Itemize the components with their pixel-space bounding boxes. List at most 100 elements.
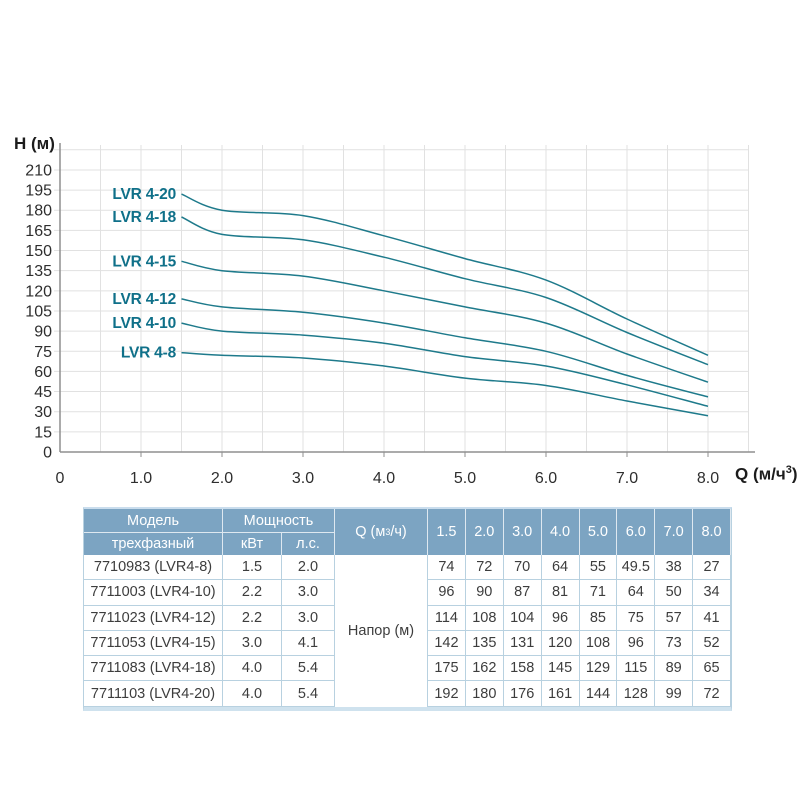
model-cell: 7711053 (LVR4-15) [84, 630, 223, 657]
hp-cell: 3.0 [282, 605, 335, 631]
head-value-cell: 96 [617, 630, 656, 657]
curve-label-lvr-4-15: LVR 4-15 [112, 253, 176, 270]
head-value-cell: 65 [693, 656, 731, 682]
head-value-cell: 180 [465, 681, 504, 707]
head-value-cell: 128 [617, 681, 656, 707]
head-value-cell: 96 [541, 605, 580, 631]
head-value-cell: 176 [503, 681, 542, 707]
y-tick-label: 90 [34, 324, 52, 341]
col-header-power: Мощность [223, 509, 335, 533]
col-header-kw: кВт [223, 533, 282, 555]
head-value-cell: 52 [693, 630, 731, 657]
y-tick-label: 210 [25, 162, 52, 179]
curve-lvr-4-20 [181, 193, 709, 356]
head-value-cell: 72 [465, 555, 504, 581]
hp-cell: 2.0 [282, 555, 335, 581]
y-tick-label: 195 [25, 183, 52, 200]
x-tick-label: 5.0 [454, 470, 476, 487]
y-tick-label: 0 [43, 445, 52, 462]
col-header-flow: 8.0 [693, 509, 731, 555]
y-tick-label: 75 [34, 344, 52, 361]
head-value-cell: 114 [428, 605, 466, 631]
head-value-cell: 72 [693, 681, 731, 707]
col-header-flow: 3.0 [503, 509, 542, 555]
col-header-q: Q (м 3/ч) [335, 509, 428, 555]
col-header-hp: л.с. [282, 533, 335, 555]
head-value-cell: 115 [617, 656, 656, 682]
y-tick-label: 30 [34, 404, 52, 421]
col-header-model: Модель [84, 509, 223, 533]
head-value-cell: 129 [579, 656, 618, 682]
curve-lvr-4-10 [181, 322, 709, 408]
spec-table: Модель Мощность Q (м 3/ч) трехфазный кВт … [83, 507, 732, 711]
curve-lvr-4-15 [181, 260, 709, 383]
head-value-cell: 90 [465, 580, 504, 606]
hp-cell: 3.0 [282, 580, 335, 606]
col-header-phase: трехфазный [84, 533, 223, 555]
curve-label-lvr-4-12: LVR 4-12 [112, 291, 176, 308]
y-axis-title: H (м) [14, 134, 55, 153]
head-value-cell: 49.5 [617, 555, 656, 581]
head-value-cell: 144 [579, 681, 618, 707]
col-header-flow: 2.0 [465, 509, 504, 555]
head-value-cell: 120 [541, 630, 580, 657]
y-tick-label: 60 [34, 364, 52, 381]
y-tick-label: 165 [25, 223, 52, 240]
head-value-cell: 175 [428, 656, 466, 682]
curve-label-lvr-4-10: LVR 4-10 [112, 315, 176, 332]
head-value-cell: 161 [541, 681, 580, 707]
head-value-cell: 99 [655, 681, 694, 707]
head-value-cell: 27 [693, 555, 731, 581]
head-value-cell: 135 [465, 630, 504, 657]
y-tick-label: 180 [25, 203, 52, 220]
head-value-cell: 89 [655, 656, 694, 682]
head-value-cell: 108 [465, 605, 504, 631]
col-header-flow: 1.5 [428, 509, 466, 555]
kw-cell: 2.2 [223, 605, 282, 631]
head-value-cell: 96 [428, 580, 466, 606]
x-tick-label: 6.0 [535, 470, 557, 487]
x-tick-label: 1.0 [130, 470, 152, 487]
head-value-cell: 64 [617, 580, 656, 606]
y-tick-label: 45 [34, 384, 52, 401]
col-header-flow: 5.0 [579, 509, 618, 555]
head-value-cell: 50 [655, 580, 694, 606]
head-value-cell: 131 [503, 630, 542, 657]
head-value-cell: 162 [465, 656, 504, 682]
kw-cell: 1.5 [223, 555, 282, 581]
napor-cell: Напор (м) [335, 555, 428, 707]
x-tick-label: 2.0 [211, 470, 233, 487]
head-value-cell: 192 [428, 681, 466, 707]
y-tick-label: 135 [25, 263, 52, 280]
x-tick-label: 4.0 [373, 470, 395, 487]
curve-lvr-4-12 [181, 298, 709, 398]
y-tick-label: 105 [25, 303, 52, 320]
head-value-cell: 71 [579, 580, 618, 606]
curve-lvr-4-8 [181, 351, 709, 417]
kw-cell: 3.0 [223, 630, 282, 657]
head-value-cell: 70 [503, 555, 542, 581]
model-cell: 7711003 (LVR4-10) [84, 580, 223, 606]
head-value-cell: 34 [693, 580, 731, 606]
curve-label-lvr-4-20: LVR 4-20 [112, 186, 176, 203]
x-tick-label: 3.0 [292, 470, 314, 487]
chart-area: 0 1.0 2.0 3.0 4.0 5.0 6.0 7.0 8.0 0 15 30 45 60 75 90 10… [14, 134, 798, 487]
kw-cell: 4.0 [223, 681, 282, 707]
head-value-cell: 104 [503, 605, 542, 631]
y-tick-label: 150 [25, 243, 52, 260]
y-tick-label: 120 [25, 283, 52, 300]
curve-label-lvr-4-18: LVR 4-18 [112, 209, 176, 226]
head-value-cell: 74 [428, 555, 466, 581]
hp-cell: 5.4 [282, 656, 335, 682]
x-tick-label: 7.0 [616, 470, 638, 487]
head-value-cell: 85 [579, 605, 618, 631]
kw-cell: 4.0 [223, 656, 282, 682]
kw-cell: 2.2 [223, 580, 282, 606]
head-value-cell: 158 [503, 656, 542, 682]
head-value-cell: 57 [655, 605, 694, 631]
head-value-cell: 108 [579, 630, 618, 657]
head-value-cell: 81 [541, 580, 580, 606]
model-cell: 7710983 (LVR4-8) [84, 555, 223, 581]
col-header-flow: 7.0 [655, 509, 694, 555]
